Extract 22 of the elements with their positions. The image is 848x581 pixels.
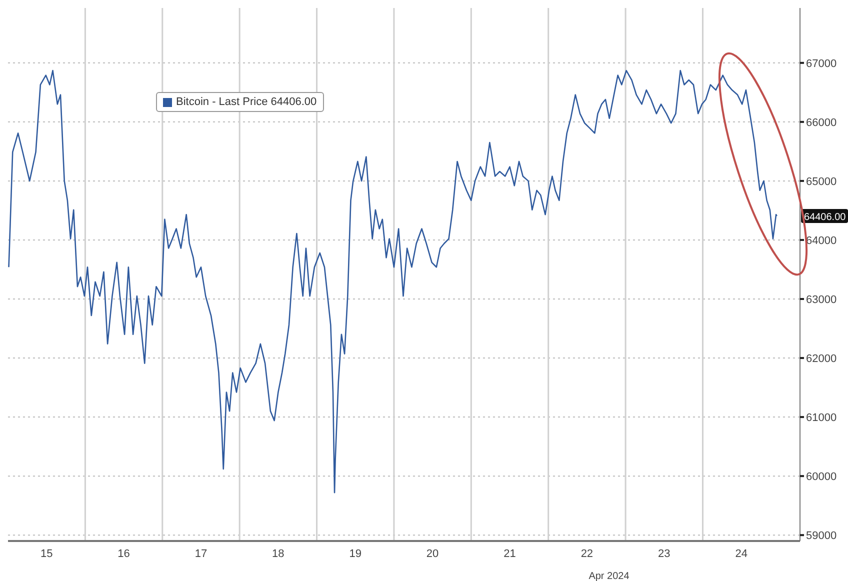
y-tick-label: 67000 (806, 58, 837, 70)
x-axis-title: Apr 2024 (588, 571, 630, 581)
y-tick-label: 59000 (806, 530, 837, 542)
legend-label: Bitcoin - Last Price 64406.00 (176, 95, 317, 109)
y-tick-label: 66000 (806, 116, 837, 129)
x-tick-label: 18 (272, 548, 284, 560)
y-tick-label: 63000 (806, 294, 837, 306)
y-tick-label: 60000 (806, 470, 837, 483)
x-tick-label: 23 (658, 548, 670, 560)
x-tick-label: 21 (504, 548, 516, 560)
x-tick-label: 19 (349, 548, 362, 560)
x-tick-label: 22 (580, 548, 594, 560)
x-tick-label: 24 (735, 548, 748, 560)
y-tick-label: 62000 (806, 352, 837, 365)
x-tick-label: 16 (118, 548, 130, 560)
line-series (8, 70, 778, 494)
y-tick-label: 61000 (806, 412, 837, 424)
y-tick-label: 65000 (806, 176, 837, 188)
x-tick-label: 15 (40, 548, 53, 560)
x-tick-label: 20 (426, 548, 439, 560)
x-tick-label: 17 (194, 548, 208, 560)
annotation: 64406.00 (804, 212, 846, 224)
